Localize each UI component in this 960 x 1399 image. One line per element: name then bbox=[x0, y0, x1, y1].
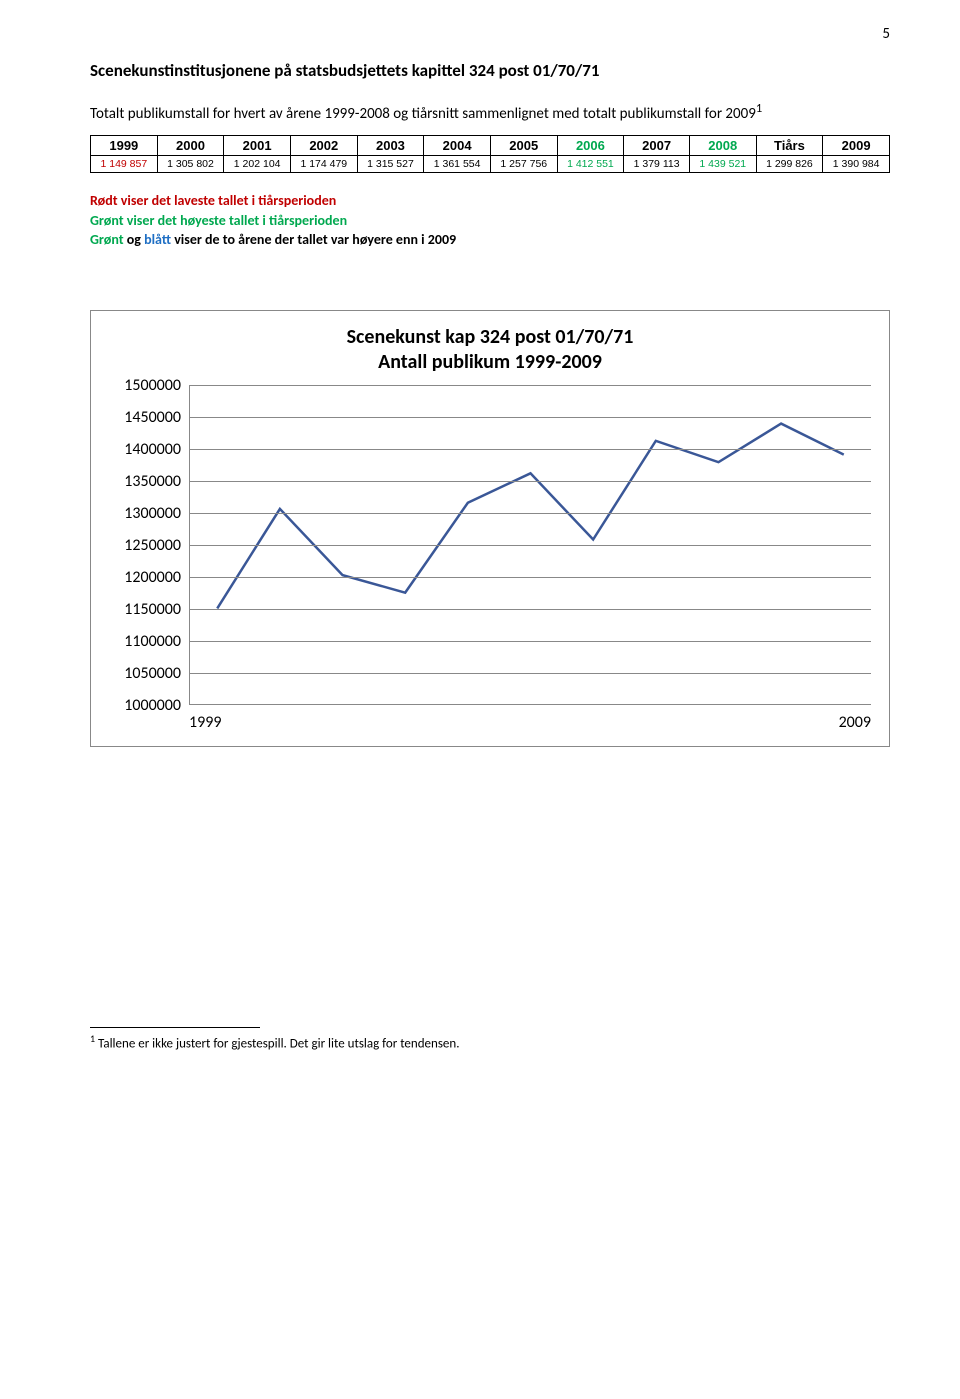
table-cell: 1 379 113 bbox=[624, 156, 690, 173]
table-header-cell: Tiårs bbox=[756, 136, 823, 156]
table-header-cell: 2003 bbox=[357, 136, 424, 156]
table-header-cell: 2008 bbox=[689, 136, 756, 156]
y-tick-label: 1400000 bbox=[124, 440, 181, 459]
chart-container: Scenekunst kap 324 post 01/70/71 Antall … bbox=[90, 310, 890, 747]
y-tick-label: 1250000 bbox=[124, 536, 181, 555]
table-cell: 1 315 527 bbox=[357, 156, 424, 173]
table-cell: 1 257 756 bbox=[490, 156, 557, 173]
legend-line: Rødt viser det laveste tallet i tiårsper… bbox=[90, 191, 890, 211]
table-cell: 1 390 984 bbox=[823, 156, 890, 173]
table-header-cell: 2004 bbox=[424, 136, 491, 156]
table-cell: 1 361 554 bbox=[424, 156, 491, 173]
x-label-start: 1999 bbox=[189, 713, 221, 732]
gridline bbox=[190, 577, 871, 578]
y-tick-label: 1050000 bbox=[124, 664, 181, 683]
data-table: 1999200020012002200320042005200620072008… bbox=[90, 135, 890, 173]
legend-line: Grønt viser det høyeste tallet i tiårspe… bbox=[90, 211, 890, 231]
subheading-sup: 1 bbox=[756, 101, 762, 116]
table-header-cell: 2006 bbox=[557, 136, 624, 156]
y-axis: 1500000145000014000001350000130000012500… bbox=[109, 385, 189, 705]
footnote-text: Tallene er ikke justert for gjestespill.… bbox=[95, 1036, 459, 1051]
table-cell: 1 439 521 bbox=[689, 156, 756, 173]
gridline bbox=[190, 545, 871, 546]
gridline bbox=[190, 385, 871, 386]
page-title: Scenekunstinstitusjonene på statsbudsjet… bbox=[90, 60, 890, 81]
gridline bbox=[190, 673, 871, 674]
table-cell: 1 174 479 bbox=[290, 156, 357, 173]
table-header-cell: 2009 bbox=[823, 136, 890, 156]
legend-line: Grønt og blått viser de to årene der tal… bbox=[90, 230, 890, 250]
gridline bbox=[190, 609, 871, 610]
table-header-cell: 2007 bbox=[624, 136, 690, 156]
table-cell: 1 299 826 bbox=[756, 156, 823, 173]
plot-area bbox=[189, 385, 871, 705]
gridline bbox=[190, 449, 871, 450]
table-header-cell: 2001 bbox=[224, 136, 291, 156]
table-cell: 1 305 802 bbox=[157, 156, 224, 173]
chart-title-line1: Scenekunst kap 324 post 01/70/71 bbox=[347, 325, 634, 349]
y-tick-label: 1450000 bbox=[124, 408, 181, 427]
footnote-rule bbox=[90, 1027, 260, 1028]
y-tick-label: 1200000 bbox=[124, 568, 181, 587]
subheading-text: Totalt publikumstall for hvert av årene … bbox=[90, 105, 756, 123]
y-tick-label: 1150000 bbox=[124, 600, 181, 619]
y-tick-label: 1000000 bbox=[124, 696, 181, 715]
gridline bbox=[190, 417, 871, 418]
table-header-cell: 2002 bbox=[290, 136, 357, 156]
y-tick-label: 1100000 bbox=[124, 632, 181, 651]
x-axis: 1999 2009 bbox=[109, 713, 871, 732]
page-number: 5 bbox=[882, 25, 890, 43]
footnote: 1 Tallene er ikke justert for gjestespil… bbox=[90, 1032, 890, 1051]
gridline bbox=[190, 481, 871, 482]
table-cell: 1 412 551 bbox=[557, 156, 624, 173]
chart-title: Scenekunst kap 324 post 01/70/71 Antall … bbox=[109, 325, 871, 375]
x-label-end: 2009 bbox=[839, 713, 871, 732]
table-cell: 1 202 104 bbox=[224, 156, 291, 173]
y-tick-label: 1350000 bbox=[124, 472, 181, 491]
chart-line bbox=[217, 423, 844, 608]
table-header-cell: 1999 bbox=[91, 136, 158, 156]
table-header-cell: 2005 bbox=[490, 136, 557, 156]
gridline bbox=[190, 641, 871, 642]
subheading: Totalt publikumstall for hvert av årene … bbox=[90, 101, 890, 123]
legend-block: Rødt viser det laveste tallet i tiårsper… bbox=[90, 191, 890, 250]
y-tick-label: 1300000 bbox=[124, 504, 181, 523]
gridline bbox=[190, 513, 871, 514]
table-header-cell: 2000 bbox=[157, 136, 224, 156]
chart-title-line2: Antall publikum 1999-2009 bbox=[378, 350, 602, 374]
y-tick-label: 1500000 bbox=[124, 376, 181, 395]
table-cell: 1 149 857 bbox=[91, 156, 158, 173]
